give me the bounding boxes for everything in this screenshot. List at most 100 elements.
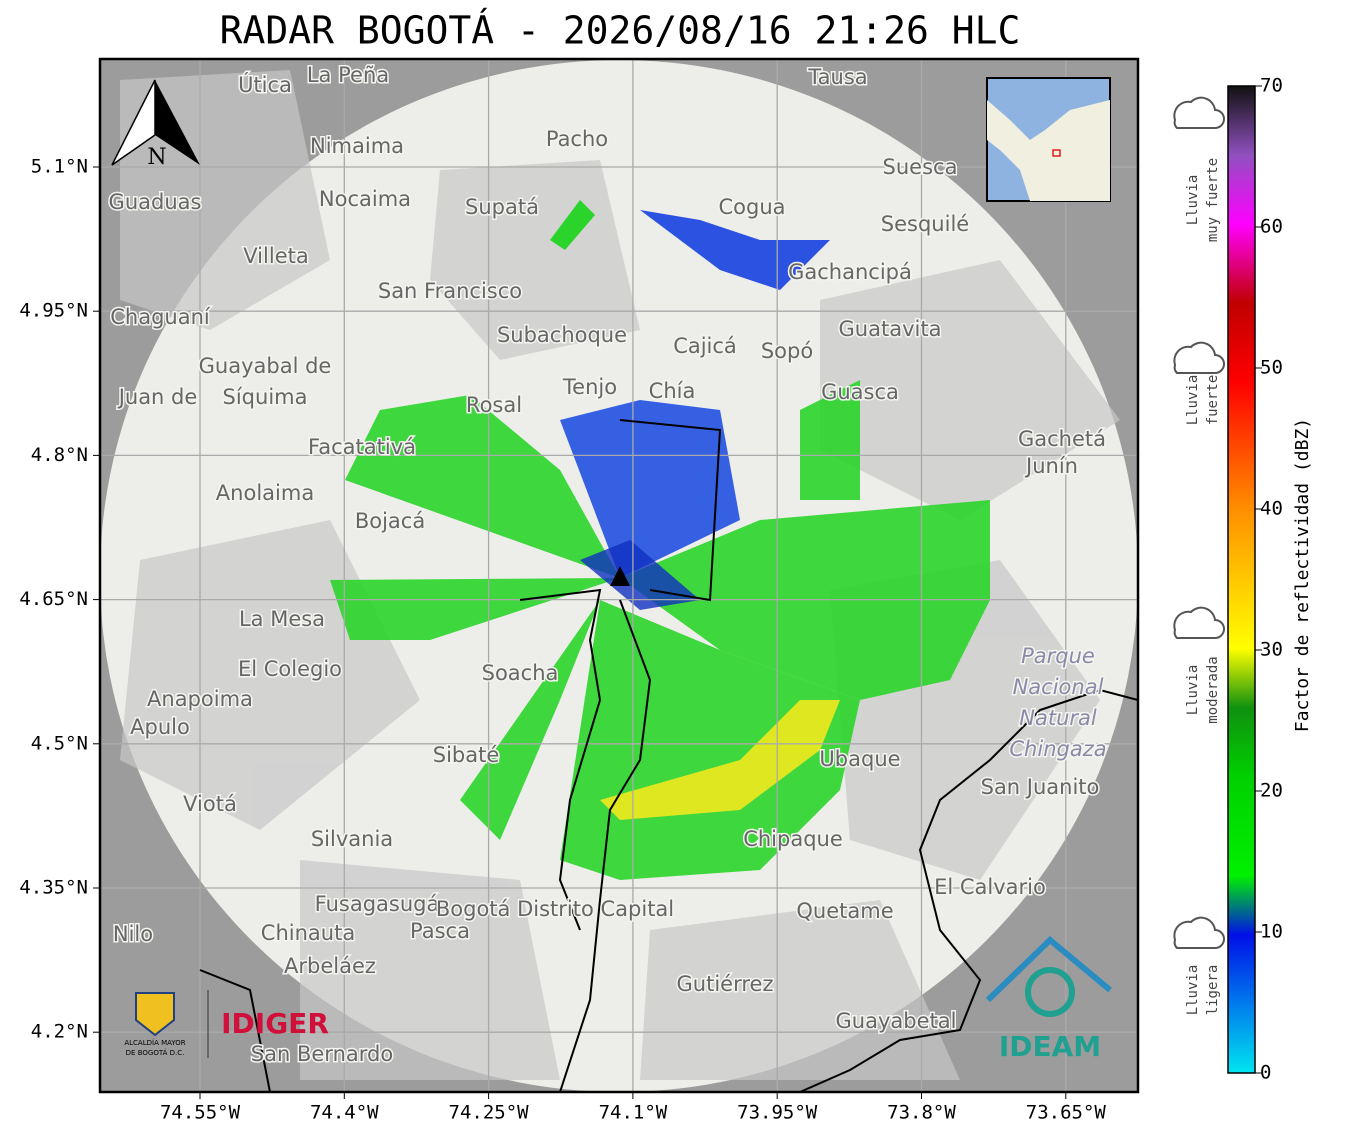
place-label: Guaduas [109, 190, 202, 214]
place-label: Cajicá [673, 334, 737, 358]
map-frame [98, 57, 1140, 1094]
legend-icon [1173, 916, 1225, 949]
north-arrow: N [111, 79, 200, 170]
legend-icon [1173, 96, 1225, 129]
place-label: Rosal [466, 393, 522, 417]
lon-tick-label: 73.8°W [887, 1102, 956, 1124]
place-label: Arbeláez [284, 954, 376, 978]
park-label: Chingaza [1009, 737, 1106, 761]
place-label: Síquima [223, 385, 308, 409]
legend-label: Lluvia [1185, 175, 1201, 226]
place-label: Anolaima [216, 481, 314, 505]
lat-tick-label: 4.65°N [19, 588, 88, 610]
place-label: Apulo [130, 715, 190, 739]
colorbar-tick-label: 70 [1260, 75, 1283, 97]
place-label: Cogua [718, 195, 785, 219]
place-label: Pasca [410, 919, 470, 943]
place-label: Villeta [243, 244, 308, 268]
alcaldia-line: DE BOGOTÁ D.C. [126, 1048, 185, 1057]
colorbar-label: Factor de reflectividad (dBZ) [1292, 418, 1313, 732]
lat-tick-label: 4.2°N [31, 1021, 88, 1043]
alcaldia-line: ALCALDÍA MAYOR [124, 1038, 185, 1047]
place-label: Anapoima [147, 687, 253, 711]
place-label: Guasca [821, 380, 899, 404]
ideam-logo: IDEAM [985, 935, 1112, 1063]
place-label: Ubaque [819, 747, 900, 771]
place-label: Suesca [883, 155, 958, 179]
lon-tick-label: 73.65°W [1026, 1102, 1107, 1124]
place-label: San Juanito [981, 775, 1100, 799]
legend-label: Lluvia [1185, 375, 1201, 426]
lat-tick-label: 4.95°N [19, 300, 88, 322]
colorbar-tick-label: 20 [1260, 780, 1283, 802]
legend-label: moderada [1205, 656, 1221, 723]
colorbar-tick-label: 60 [1260, 216, 1283, 238]
lon-tick-label: 73.95°W [737, 1102, 818, 1124]
place-label: Bojacá [355, 509, 425, 533]
map-ticks: 5.1°N 4.95°N 4.8°N 4.65°N 4.5°N 4.35°N 4.2°N 74… [19, 156, 1106, 1124]
colorbar-tick-label: 30 [1260, 639, 1283, 661]
place-label: Nimaima [310, 134, 404, 158]
legend-label: ligera [1205, 965, 1221, 1016]
place-label: Chinauta [261, 921, 355, 945]
map: La Peña Útica Tausa Pacho Nimaima Suesca Guadu… [100, 59, 1138, 1092]
place-label: Gutiérrez [677, 972, 774, 996]
ideam-label: IDEAM [999, 1030, 1101, 1063]
title: RADAR BOGOTÁ - 2026/08/16 21:26 HLC [220, 9, 1021, 53]
place-label: Fusagasugá [315, 892, 440, 916]
boundaries [199, 419, 1138, 1092]
radar-site [610, 566, 630, 586]
place-label: Nilo [113, 922, 153, 946]
place-label: Útica [238, 72, 292, 97]
lon-tick-label: 74.4°W [310, 1102, 379, 1124]
place-label: San Bernardo [251, 1042, 393, 1066]
lon-tick-label: 74.25°W [449, 1102, 530, 1124]
place-label: Sesquilé [881, 212, 969, 236]
legend-icon [1173, 341, 1225, 374]
place-label: Viotá [183, 792, 237, 816]
place-label: La Mesa [239, 607, 325, 631]
graticule [100, 59, 1138, 1092]
legend-label: Lluvia [1185, 665, 1201, 716]
inset-map [986, 77, 1111, 202]
colorbar-tick-label: 0 [1260, 1062, 1271, 1084]
place-label: Sopó [761, 339, 813, 363]
colorbar-tick-label: 10 [1260, 921, 1283, 943]
lat-tick-label: 5.1°N [31, 156, 88, 178]
colorbar-tick-label: 50 [1260, 357, 1283, 379]
place-label: Tausa [807, 65, 867, 89]
place-label: Guayabetal [836, 1009, 957, 1033]
place-label: Tenjo [562, 375, 617, 399]
place-label: El Calvario [934, 875, 1046, 899]
radar-echoes [330, 200, 990, 880]
place-label: Chía [649, 379, 696, 403]
place-label: Soacha [482, 661, 559, 685]
colorbar-tick-label: 40 [1260, 498, 1283, 520]
place-label: Supatá [465, 195, 539, 219]
colorbar [1227, 85, 1256, 1074]
place-label: Chipaque [743, 827, 843, 851]
park-label: Nacional [1013, 675, 1104, 699]
place-label: Guatavita [839, 317, 942, 341]
place-label: La Peña [307, 63, 389, 87]
place-label: Junín [1024, 454, 1078, 478]
place-label: Pacho [546, 127, 608, 151]
place-label: El Colegio [238, 657, 342, 681]
lat-tick-label: 4.5°N [31, 732, 88, 754]
legend-label: fuerte [1205, 375, 1221, 426]
place-labels: La Peña Útica Tausa Pacho Nimaima Suesca Guadu… [107, 62, 1108, 1068]
place-label: Nocaima [319, 187, 411, 211]
legend-label: Lluvia [1185, 965, 1201, 1016]
lon-tick-label: 74.1°W [599, 1102, 668, 1124]
place-label: Juan de [117, 385, 198, 409]
lat-tick-label: 4.35°N [19, 877, 88, 899]
lon-tick-label: 74.55°W [160, 1102, 241, 1124]
place-label: Quetame [796, 899, 893, 923]
place-label: Bogotá Distrito Capital [436, 897, 674, 921]
place-label: Subachoque [497, 323, 627, 347]
place-label: Sibaté [433, 743, 500, 767]
legend-icon [1173, 606, 1225, 639]
